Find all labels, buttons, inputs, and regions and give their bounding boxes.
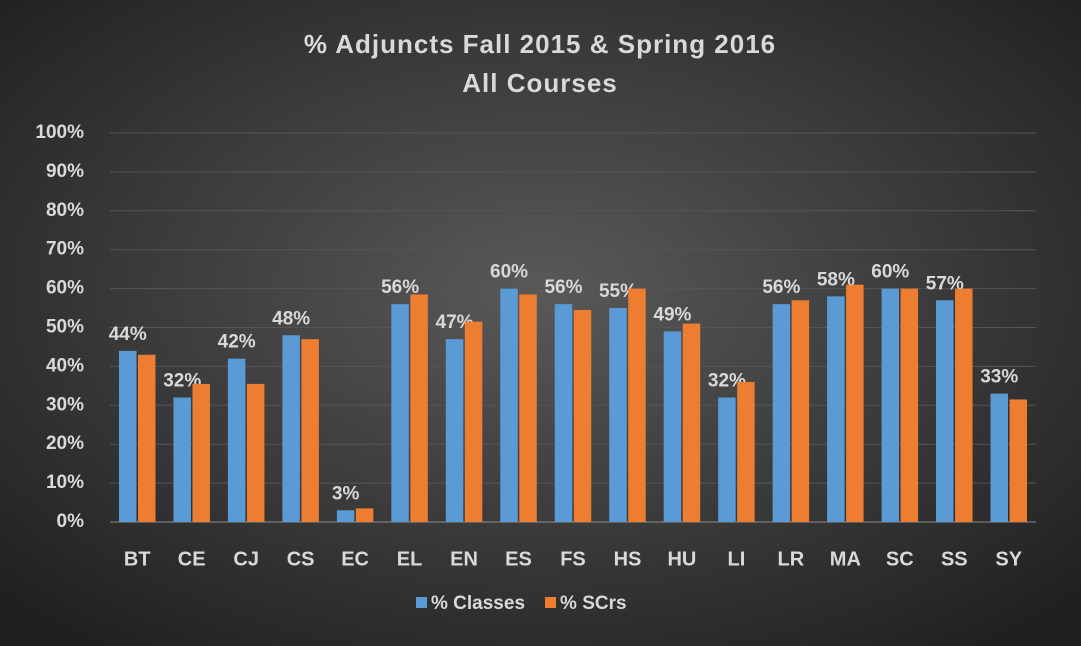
y-tick-label: 50%	[46, 317, 84, 338]
bar	[1009, 399, 1028, 522]
value-label: 42%	[218, 332, 256, 353]
bar	[609, 308, 627, 522]
value-label: 32%	[708, 371, 746, 392]
value-label: 49%	[653, 304, 691, 325]
bar	[118, 350, 137, 522]
bar	[628, 288, 646, 522]
bar	[955, 288, 973, 522]
x-tick-label: LR	[778, 548, 805, 570]
x-tick-label: CJ	[233, 548, 259, 570]
value-label: 58%	[817, 269, 855, 290]
bar	[554, 304, 573, 522]
x-tick-label: HU	[667, 548, 696, 570]
value-label: 3%	[332, 483, 360, 504]
bar	[737, 381, 755, 522]
y-tick-label: 20%	[46, 433, 84, 454]
bar	[663, 331, 682, 522]
x-tick-label: CS	[287, 548, 315, 570]
legend-swatch	[416, 597, 427, 608]
y-tick-label: 10%	[46, 472, 84, 493]
x-tick-label: ES	[505, 548, 532, 570]
bar	[173, 397, 191, 522]
x-tick-label: EC	[341, 548, 369, 570]
x-tick-label: SY	[995, 548, 1022, 570]
value-label: 56%	[544, 277, 582, 298]
bar	[718, 397, 736, 522]
value-label: 47%	[436, 312, 474, 333]
bar	[445, 339, 464, 522]
bar	[846, 284, 864, 522]
bar	[355, 508, 374, 522]
value-label: 57%	[926, 273, 964, 294]
chart-subtitle: All Courses	[462, 68, 618, 98]
y-tick-label: 90%	[46, 161, 84, 182]
x-tick-label: EL	[397, 548, 423, 570]
bar	[573, 309, 592, 522]
value-label: 60%	[490, 262, 528, 283]
value-label: 60%	[871, 262, 909, 283]
x-tick-label: SS	[941, 548, 968, 570]
y-tick-label: 30%	[46, 394, 84, 415]
legend-swatch	[545, 597, 557, 608]
y-tick-label: 100%	[35, 122, 84, 143]
bar	[682, 323, 701, 522]
x-tick-label: FS	[560, 548, 586, 570]
bar	[881, 288, 900, 522]
bar	[827, 296, 845, 522]
bar	[900, 288, 919, 522]
legend-label: % Classes	[431, 593, 525, 614]
y-tick-label: 60%	[46, 278, 84, 299]
x-tick-label: CE	[178, 548, 206, 570]
y-tick-label: 40%	[46, 355, 84, 376]
bar	[246, 383, 265, 522]
bar	[391, 304, 409, 522]
bar	[936, 300, 954, 522]
bar	[336, 510, 355, 522]
legend-label: % SCrs	[560, 593, 627, 614]
value-label: 55%	[599, 281, 637, 302]
y-tick-label: 70%	[46, 239, 84, 260]
y-tick-label: 80%	[46, 200, 84, 221]
x-tick-label: SC	[886, 548, 914, 570]
value-label: 56%	[381, 277, 419, 298]
bar	[791, 300, 810, 522]
bar	[519, 294, 537, 522]
bar	[301, 339, 319, 522]
value-label: 56%	[762, 277, 800, 298]
y-tick-label: 0%	[57, 511, 85, 532]
bar	[410, 294, 428, 522]
value-label: 32%	[163, 371, 201, 392]
chart-title: % Adjuncts Fall 2015 & Spring 2016	[304, 29, 776, 59]
bar	[137, 354, 156, 522]
x-tick-label: LI	[728, 548, 746, 570]
value-label: 48%	[272, 308, 310, 329]
bar	[282, 335, 300, 522]
x-tick-label: MA	[830, 548, 861, 570]
bar	[227, 358, 246, 522]
value-label: 44%	[109, 324, 147, 345]
x-tick-label: BT	[124, 548, 151, 570]
bar	[500, 288, 518, 522]
x-tick-label: HS	[614, 548, 642, 570]
bar	[464, 321, 483, 522]
bar	[772, 304, 791, 522]
bar	[192, 383, 210, 522]
x-tick-label: EN	[450, 548, 478, 570]
bar	[990, 393, 1009, 522]
value-label: 33%	[980, 367, 1018, 388]
